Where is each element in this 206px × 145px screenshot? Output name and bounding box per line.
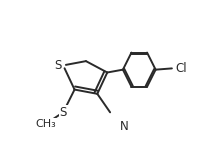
Text: CH₃: CH₃ — [36, 119, 56, 129]
Text: Cl: Cl — [176, 62, 187, 75]
Text: S: S — [60, 106, 67, 119]
Text: S: S — [54, 59, 62, 72]
Text: N: N — [120, 120, 129, 133]
